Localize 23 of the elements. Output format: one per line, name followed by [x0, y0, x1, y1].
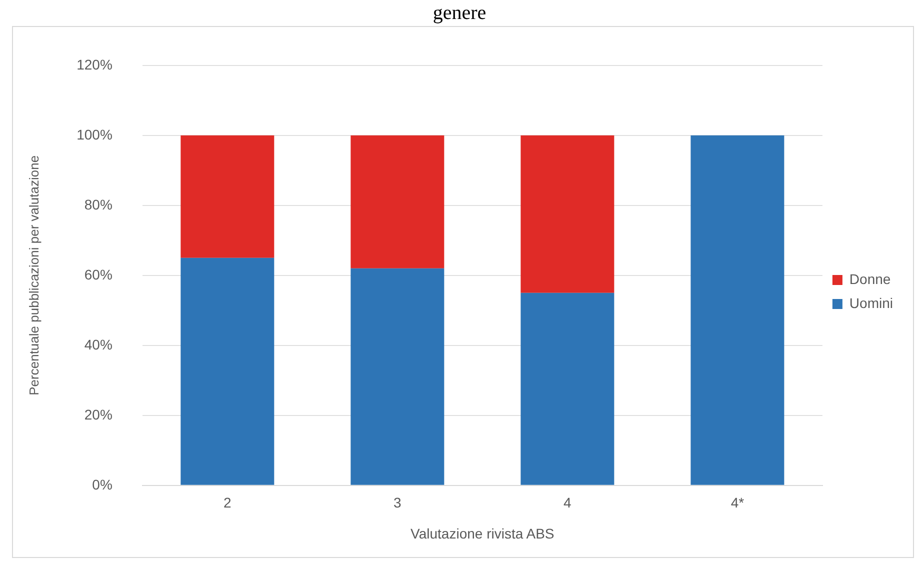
bar [180, 258, 274, 485]
bar [350, 268, 444, 485]
x-tick-label: 4* [730, 494, 745, 511]
legend-label: Uomini [849, 294, 894, 311]
y-tick-label: 80% [84, 196, 112, 212]
bar [520, 292, 614, 485]
y-tick-label: 40% [84, 336, 112, 352]
y-tick-label: 60% [84, 266, 112, 282]
bar [180, 135, 274, 258]
x-tick-label: 2 [224, 494, 232, 511]
chart-title: genere [432, 1, 488, 26]
bar [520, 135, 614, 293]
x-axis-title: Valutazione rivista ABS [410, 525, 554, 542]
x-tick-label: 3 [394, 494, 402, 511]
legend-label: Donne [849, 270, 891, 287]
y-axis-title: Percentuale pubblicazioni per valutazione [26, 155, 42, 396]
y-tick-label: 20% [84, 406, 112, 422]
y-tick-label: 120% [76, 56, 112, 72]
bar [350, 135, 444, 268]
x-tick-label: 4 [564, 494, 572, 511]
y-tick-label: 100% [76, 126, 112, 142]
y-tick-label: 0% [92, 476, 112, 492]
bar [690, 135, 784, 485]
